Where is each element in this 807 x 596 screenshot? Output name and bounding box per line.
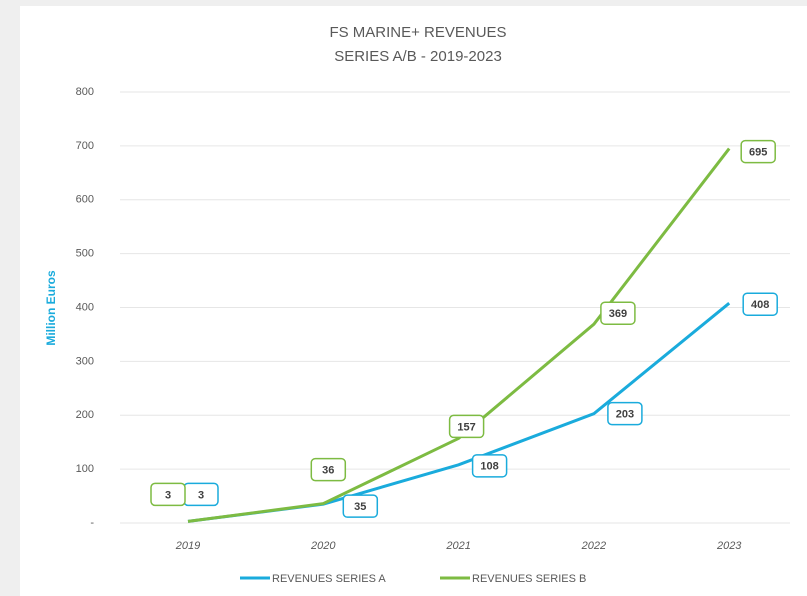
data-label: 369 xyxy=(609,308,627,320)
y-tick-label: 300 xyxy=(76,355,94,367)
data-label: 408 xyxy=(751,299,769,311)
data-label: 108 xyxy=(480,461,498,473)
data-label: 35 xyxy=(354,501,366,513)
data-label-box xyxy=(448,414,485,439)
chart-subtitle: SERIES A/B - 2019-2023 xyxy=(334,48,502,65)
data-label: 3 xyxy=(198,489,204,501)
series-line xyxy=(187,147,731,523)
data-label-box xyxy=(600,301,636,325)
data-label: 203 xyxy=(616,409,634,421)
y-tick-label: 700 xyxy=(76,140,94,152)
y-axis-label: Million Euros xyxy=(44,270,58,346)
y-tick-label: 400 xyxy=(76,301,94,313)
data-label-box xyxy=(607,401,643,426)
y-tick-label: - xyxy=(90,517,94,529)
y-tick-label: 600 xyxy=(76,194,94,206)
data-label-box xyxy=(310,457,347,482)
chart-title: FS MARINE+ REVENUES xyxy=(329,24,506,41)
data-label: 695 xyxy=(749,146,767,158)
data-label-box xyxy=(740,139,776,164)
data-label-box xyxy=(742,292,778,316)
y-tick-label: 500 xyxy=(76,248,94,260)
data-label: 3 xyxy=(165,489,171,501)
legend-label: REVENUES SERIES A xyxy=(272,573,386,585)
x-tick-label: 2023 xyxy=(716,540,742,552)
y-tick-label: 800 xyxy=(76,86,94,98)
legend-label: REVENUES SERIES B xyxy=(472,573,586,585)
data-label: 36 xyxy=(322,465,334,477)
y-tick-label: 200 xyxy=(76,409,94,421)
x-tick-label: 2019 xyxy=(175,540,200,552)
data-label-box xyxy=(471,454,508,478)
x-tick-label: 2021 xyxy=(445,540,470,552)
y-tick-label: 100 xyxy=(76,463,94,475)
chart-panel xyxy=(20,6,807,596)
x-tick-label: 2022 xyxy=(581,540,606,552)
data-label-box xyxy=(150,482,186,507)
x-tick-label: 2020 xyxy=(310,540,336,552)
data-label: 157 xyxy=(457,421,475,433)
data-label-box xyxy=(342,494,379,518)
